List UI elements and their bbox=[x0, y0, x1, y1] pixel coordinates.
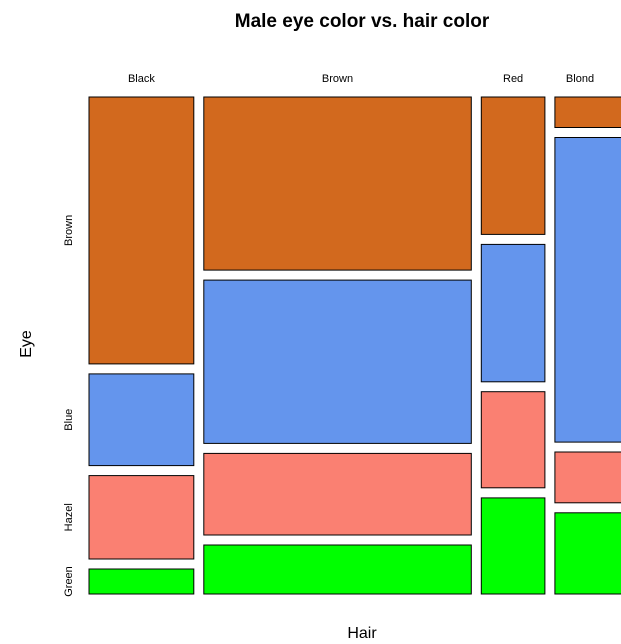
tile-blond-brown bbox=[554, 96, 621, 128]
chart-title: Male eye color vs. hair color bbox=[235, 11, 490, 32]
tile-black-green bbox=[88, 568, 195, 595]
hair-label-brown: Brown bbox=[322, 73, 353, 85]
tile-brown-green bbox=[203, 544, 472, 595]
hair-labels: Black Brown Red Blond bbox=[128, 73, 594, 85]
hair-label-red: Red bbox=[503, 73, 523, 85]
eye-label-hazel: Hazel bbox=[63, 503, 75, 531]
tile-red-green bbox=[480, 497, 546, 595]
tile-red-hazel bbox=[480, 391, 546, 489]
tile-blond-hazel bbox=[554, 451, 621, 504]
eye-label-blue: Blue bbox=[63, 409, 75, 431]
tile-brown-brown bbox=[203, 96, 472, 271]
hair-label-black: Black bbox=[128, 73, 155, 85]
eye-labels: Brown Blue Hazel Green bbox=[63, 215, 75, 597]
tile-black-blue bbox=[88, 373, 195, 467]
mosaic-tiles bbox=[88, 96, 621, 595]
tile-brown-blue bbox=[203, 279, 472, 444]
hair-label-blond: Blond bbox=[566, 73, 594, 85]
y-axis-label: Eye bbox=[18, 330, 35, 358]
eye-label-brown: Brown bbox=[63, 215, 75, 246]
eye-label-green: Green bbox=[63, 566, 75, 597]
x-axis-label: Hair bbox=[347, 625, 377, 642]
tile-black-brown bbox=[88, 96, 195, 365]
tile-brown-hazel bbox=[203, 452, 472, 536]
tile-blond-green bbox=[554, 512, 621, 595]
tile-black-hazel bbox=[88, 475, 195, 560]
tile-blond-blue bbox=[554, 137, 621, 443]
tile-red-blue bbox=[480, 243, 546, 383]
tile-red-brown bbox=[480, 96, 546, 235]
